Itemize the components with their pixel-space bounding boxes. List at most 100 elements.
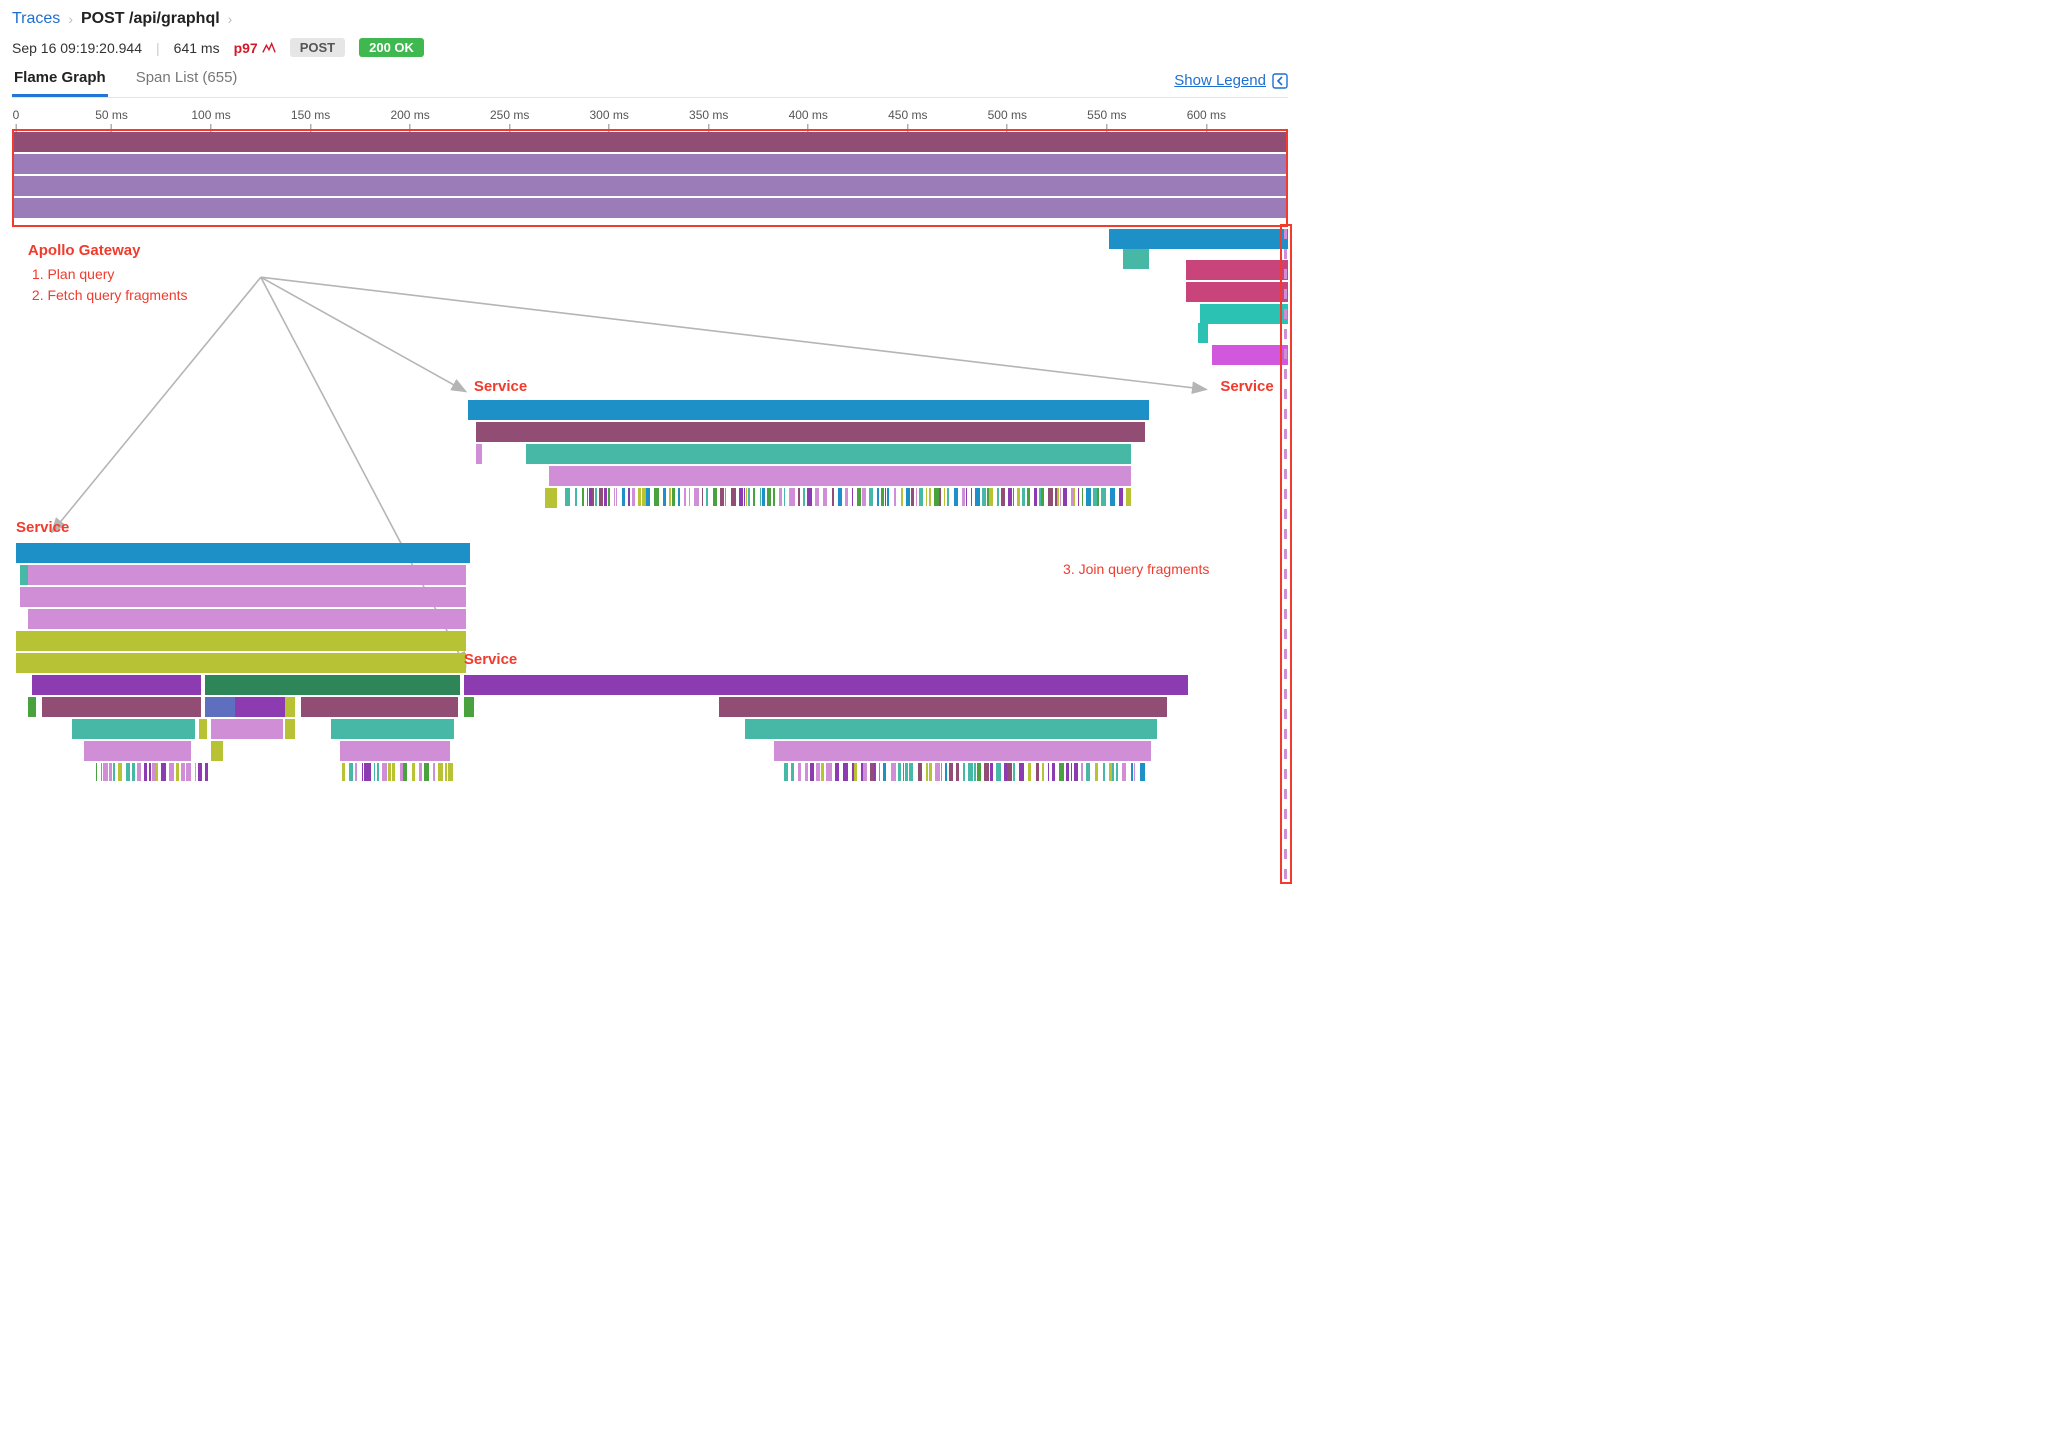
flame-span[interactable] (1063, 488, 1068, 506)
flame-span[interactable] (42, 697, 201, 717)
flame-span[interactable] (870, 763, 874, 781)
flame-span[interactable] (838, 488, 843, 506)
flame-span[interactable] (638, 488, 641, 506)
flame-span[interactable] (966, 488, 968, 506)
flame-span[interactable] (589, 488, 592, 506)
flame-span[interactable] (784, 763, 787, 781)
flame-span[interactable] (862, 488, 866, 506)
flame-span[interactable] (857, 488, 860, 506)
flame-span[interactable] (285, 697, 295, 717)
flame-span[interactable] (944, 488, 945, 506)
flame-span[interactable] (199, 719, 207, 739)
flame-span[interactable] (1200, 304, 1288, 324)
flame-span[interactable] (12, 176, 1288, 196)
flame-span[interactable] (941, 763, 942, 781)
flame-span[interactable] (807, 488, 812, 506)
flame-span[interactable] (898, 763, 902, 781)
flame-span[interactable] (599, 488, 604, 506)
flame-span[interactable] (616, 488, 617, 506)
flame-span[interactable] (189, 763, 191, 781)
flame-span[interactable] (126, 763, 130, 781)
flame-span[interactable] (926, 763, 928, 781)
flame-span[interactable] (1126, 488, 1131, 506)
flame-span[interactable] (1074, 763, 1078, 781)
flame-span[interactable] (863, 763, 866, 781)
flame-span[interactable] (918, 763, 922, 781)
flame-span[interactable] (374, 763, 375, 781)
flame-span[interactable] (720, 488, 724, 506)
flame-span[interactable] (790, 488, 795, 506)
flame-span[interactable] (713, 488, 717, 506)
flame-span[interactable] (669, 488, 671, 506)
flame-span[interactable] (20, 565, 28, 585)
flame-span[interactable] (1186, 282, 1288, 302)
flame-span[interactable] (1097, 488, 1099, 506)
flame-span[interactable] (748, 488, 750, 506)
flame-span[interactable] (1103, 763, 1106, 781)
flame-span[interactable] (1019, 763, 1024, 781)
flame-span[interactable] (445, 763, 447, 781)
flame-span[interactable] (832, 488, 835, 506)
flame-span[interactable] (694, 488, 698, 506)
flame-span[interactable] (702, 488, 703, 506)
flame-span[interactable] (176, 763, 179, 781)
flame-span[interactable] (816, 763, 819, 781)
flame-span[interactable] (1119, 488, 1123, 506)
flame-span[interactable] (382, 763, 387, 781)
flame-span[interactable] (614, 488, 615, 506)
flame-span[interactable] (575, 488, 578, 506)
flame-span[interactable] (719, 697, 1167, 717)
flame-span[interactable] (285, 719, 295, 739)
flame-span[interactable] (1110, 488, 1115, 506)
flame-span[interactable] (12, 154, 1288, 174)
flame-span[interactable] (745, 719, 1157, 739)
flame-span[interactable] (476, 444, 482, 464)
flame-span[interactable] (956, 763, 959, 781)
flame-span[interactable] (887, 488, 889, 506)
flame-span[interactable] (891, 763, 896, 781)
flame-span[interactable] (926, 488, 927, 506)
flame-span[interactable] (779, 488, 782, 506)
flame-span[interactable] (798, 763, 801, 781)
flame-span[interactable] (835, 763, 839, 781)
flame-span[interactable] (916, 488, 917, 506)
flame-span[interactable] (954, 488, 958, 506)
flame-span[interactable] (725, 488, 726, 506)
flame-span[interactable] (16, 653, 466, 673)
tab-flame-graph[interactable]: Flame Graph (12, 63, 108, 97)
flame-span[interactable] (96, 763, 97, 781)
flame-span[interactable] (1042, 763, 1044, 781)
flame-span[interactable] (468, 400, 1149, 420)
flame-span[interactable] (476, 422, 1145, 442)
flame-span[interactable] (156, 763, 158, 781)
flame-span[interactable] (1198, 323, 1208, 343)
flame-span[interactable] (1078, 488, 1080, 506)
flame-span[interactable] (582, 488, 584, 506)
flame-span[interactable] (205, 697, 235, 717)
flame-span[interactable] (412, 763, 415, 781)
flame-span[interactable] (1048, 488, 1053, 506)
flame-span[interactable] (962, 488, 965, 506)
flame-span[interactable] (448, 763, 453, 781)
flame-span[interactable] (823, 488, 828, 506)
flame-span[interactable] (16, 543, 470, 563)
flame-span[interactable] (32, 675, 201, 695)
flame-span[interactable] (28, 587, 466, 607)
flame-span[interactable] (622, 488, 626, 506)
flame-span[interactable] (1057, 488, 1059, 506)
flame-span[interactable] (211, 741, 223, 761)
flame-span[interactable] (301, 697, 458, 717)
breadcrumb-root-link[interactable]: Traces (12, 10, 60, 28)
flame-span[interactable] (331, 719, 454, 739)
flame-span[interactable] (1123, 249, 1149, 269)
flame-span[interactable] (118, 763, 122, 781)
flame-span[interactable] (939, 488, 942, 506)
flame-span[interactable] (877, 488, 879, 506)
flame-span[interactable] (388, 763, 391, 781)
flame-span[interactable] (181, 763, 185, 781)
flame-span[interactable] (604, 488, 607, 506)
flame-span[interactable] (894, 488, 897, 506)
flame-span[interactable] (1086, 763, 1090, 781)
flame-span[interactable] (1109, 229, 1288, 249)
flame-span[interactable] (1008, 488, 1012, 506)
